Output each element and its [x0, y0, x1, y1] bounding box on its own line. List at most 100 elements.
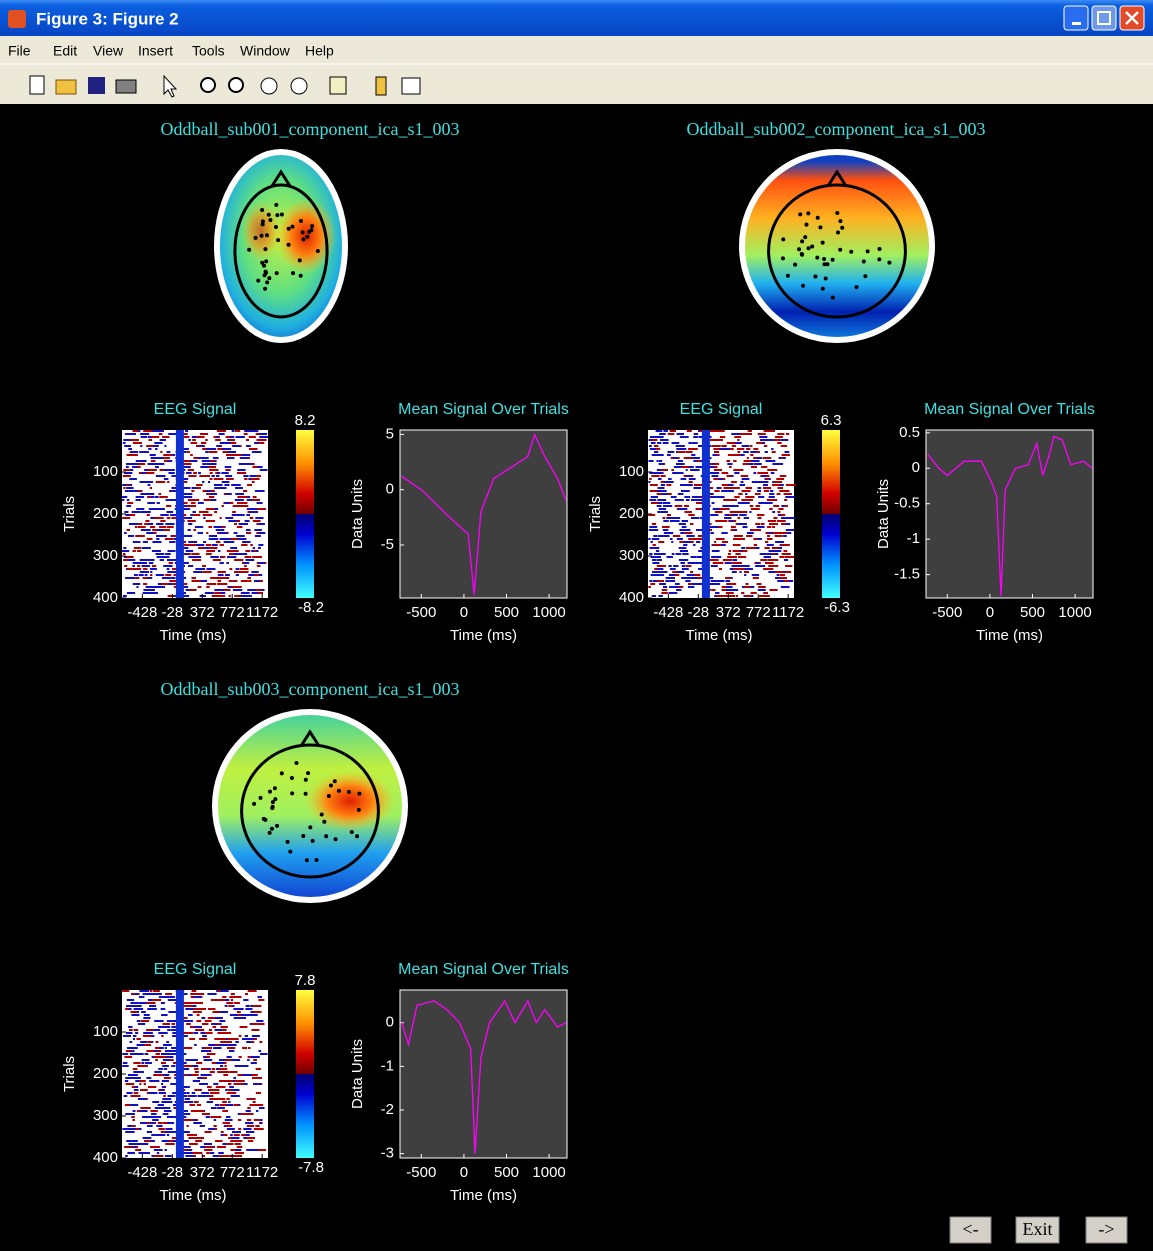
- raster-cell: [786, 517, 795, 519]
- menu-item[interactable]: View: [93, 43, 124, 59]
- raster-cell: [657, 499, 666, 501]
- raster-cell: [651, 496, 658, 498]
- raster-cell: [221, 1131, 224, 1133]
- electrode: [275, 213, 279, 217]
- raster-cell: [218, 580, 221, 582]
- raster-cell: [158, 1068, 161, 1070]
- raster-cell: [686, 469, 688, 471]
- raster-cell: [193, 529, 196, 531]
- nav-button-label[interactable]: Exit: [1023, 1219, 1053, 1239]
- raster-cell: [675, 574, 679, 576]
- raster-cell: [130, 439, 138, 441]
- electrode: [273, 797, 277, 801]
- menu-item[interactable]: Edit: [53, 43, 77, 59]
- raster-cell: [168, 1095, 176, 1097]
- raster-cell: [155, 1059, 158, 1061]
- x-tick-label: -500: [406, 604, 436, 621]
- x-tick-label: 372: [716, 604, 741, 621]
- raster-cell: [234, 571, 239, 573]
- raster-cell: [127, 433, 136, 435]
- minimize-button[interactable]: [1064, 6, 1088, 30]
- tool-colorbar[interactable]: [376, 77, 386, 95]
- raster-cell: [786, 523, 791, 525]
- tool-open[interactable]: [56, 80, 76, 94]
- raster-cell: [194, 1089, 202, 1091]
- menu-item[interactable]: File: [8, 43, 31, 59]
- raster-cell: [148, 484, 151, 486]
- nav-button-label[interactable]: ->: [1098, 1219, 1114, 1239]
- raster-cell: [137, 550, 141, 552]
- raster-cell: [168, 595, 174, 597]
- tool-zoom-in[interactable]: [201, 78, 215, 92]
- tool-legend[interactable]: [402, 78, 420, 94]
- raster-cell: [249, 511, 258, 513]
- electrode: [862, 259, 866, 263]
- raster-cell: [245, 1113, 252, 1115]
- raster-cell: [785, 571, 791, 573]
- colorbar-max: 8.2: [295, 412, 316, 429]
- raster-cell: [783, 535, 787, 537]
- tool-new[interactable]: [30, 76, 44, 94]
- raster-cell: [193, 996, 201, 998]
- maximize-button[interactable]: [1092, 6, 1116, 30]
- raster-cell: [679, 523, 686, 525]
- electrode: [256, 279, 260, 283]
- raster-cell: [229, 568, 232, 570]
- raster-cell: [242, 1047, 247, 1049]
- raster-cell: [712, 589, 716, 591]
- menu-item[interactable]: Insert: [138, 43, 173, 59]
- raster-cell: [196, 544, 204, 546]
- raster-cell: [202, 1077, 206, 1079]
- menu-item[interactable]: Help: [305, 43, 334, 59]
- raster-cell: [186, 472, 192, 474]
- tool-save[interactable]: [88, 77, 105, 94]
- raster-cell: [252, 1035, 260, 1037]
- raster-cell: [165, 1155, 172, 1157]
- raster-cell: [721, 445, 726, 447]
- raster-cell: [150, 1146, 160, 1148]
- raster-cell: [226, 1116, 231, 1118]
- raster-cell: [155, 448, 157, 450]
- raster-cell: [167, 526, 174, 528]
- tool-print[interactable]: [116, 80, 136, 93]
- raster-cell: [147, 1008, 157, 1010]
- electrode: [280, 771, 284, 775]
- nav-button-label[interactable]: <-: [962, 1219, 978, 1239]
- raster-cell: [165, 993, 172, 995]
- tool-pan[interactable]: [261, 78, 277, 94]
- raster-cell: [163, 454, 172, 456]
- raster-cell: [661, 469, 668, 471]
- tool-rotate[interactable]: [291, 78, 307, 94]
- raster-cell: [719, 568, 722, 570]
- raster-cell: [745, 568, 753, 570]
- raster-cell: [658, 490, 667, 492]
- raster-cell: [777, 574, 780, 576]
- raster-cell: [244, 562, 250, 564]
- raster-cell: [657, 580, 661, 582]
- raster-cell: [743, 463, 749, 465]
- raster-cell: [649, 526, 657, 528]
- raster-cell: [671, 451, 674, 453]
- raster-cell: [208, 1017, 212, 1019]
- raster-cell: [746, 433, 752, 435]
- tool-datacursor[interactable]: [330, 77, 346, 94]
- menu-item[interactable]: Tools: [192, 43, 225, 59]
- electrode: [818, 225, 822, 229]
- raster-cell: [169, 580, 176, 582]
- raster-cell: [723, 490, 728, 492]
- raster-cell: [769, 493, 774, 495]
- raster-cell: [772, 547, 779, 549]
- electrode: [291, 271, 295, 275]
- raster-cell: [150, 1005, 154, 1007]
- raster-cell: [220, 442, 230, 444]
- raster-cell: [211, 1107, 216, 1109]
- menu-item[interactable]: Window: [240, 43, 291, 59]
- tool-zoom-out[interactable]: [229, 78, 243, 92]
- electrode: [259, 796, 263, 800]
- raster-cell: [751, 592, 757, 594]
- raster-cell: [165, 538, 174, 540]
- raster-cell: [198, 547, 204, 549]
- raster-cell: [676, 553, 682, 555]
- raster-cell: [245, 1008, 252, 1010]
- raster-cell: [712, 550, 720, 552]
